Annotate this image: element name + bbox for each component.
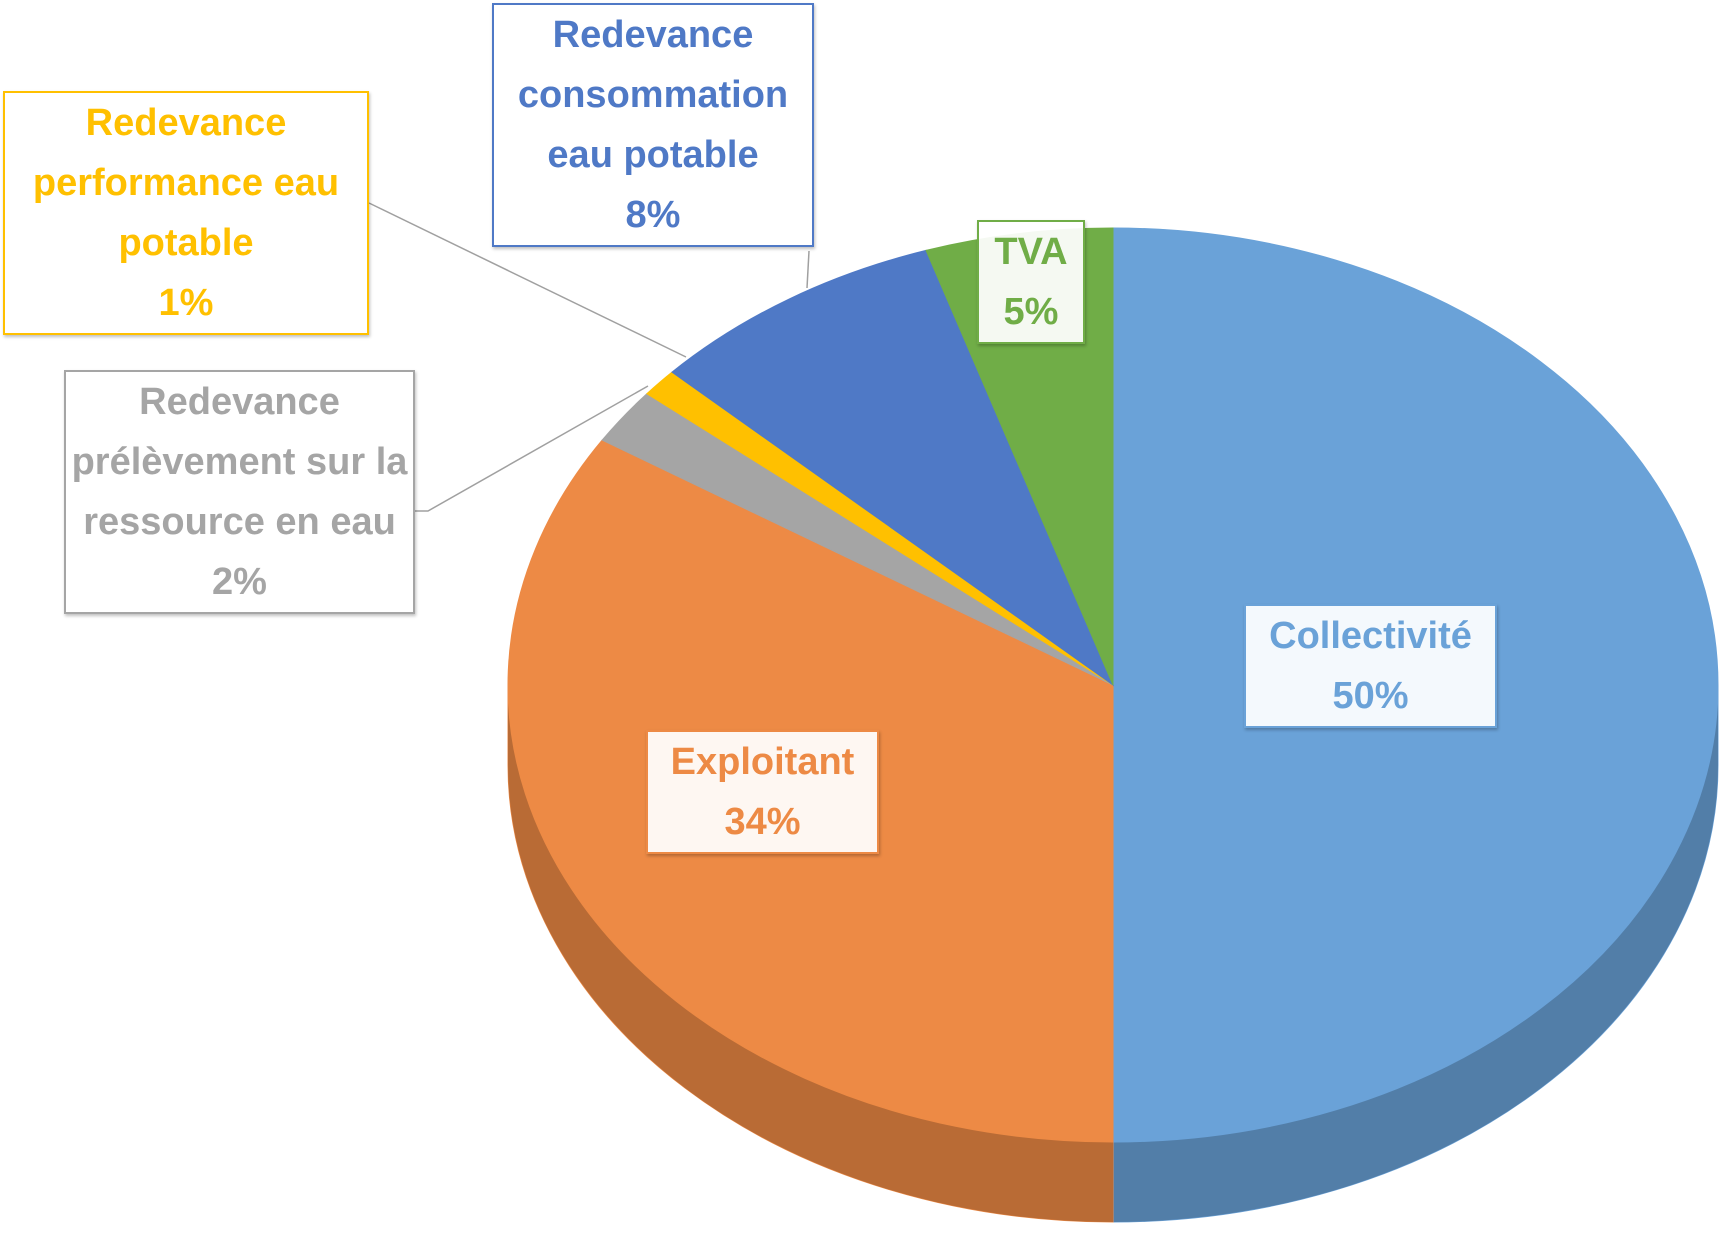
value-label: 50% <box>1332 675 1409 717</box>
leader-line <box>415 385 649 512</box>
value-label: 34% <box>724 801 801 843</box>
category-label: Collectivité <box>1269 615 1472 657</box>
value-label: 8% <box>625 194 681 236</box>
data-label: Exploitant 34% <box>646 730 879 854</box>
slice-side-shade <box>508 685 1113 1222</box>
category-label: TVA <box>994 231 1068 273</box>
category-label: Redevance performance eau potable <box>32 102 340 264</box>
value-label: 1% <box>158 282 214 324</box>
category-label: Redevance prélèvement sur la ressource e… <box>71 381 408 543</box>
data-label: Redevance performance eau potable 1% <box>3 91 369 335</box>
leader-line <box>368 202 687 358</box>
data-label: Redevance consommation eau potable 8% <box>492 3 814 247</box>
pie-sides <box>507 684 1719 1223</box>
value-label: 5% <box>1003 291 1059 333</box>
slice-side-shade <box>1113 685 1718 1222</box>
pie-tops <box>507 227 1719 1143</box>
category-label: Redevance consommation eau potable <box>517 14 789 176</box>
data-label: Redevance prélèvement sur la ressource e… <box>64 370 415 614</box>
data-label: TVA 5% <box>977 220 1085 344</box>
leader-line <box>806 250 810 289</box>
category-label: Exploitant <box>670 741 855 783</box>
slice <box>671 249 1115 687</box>
data-label: Collectivité 50% <box>1244 604 1497 728</box>
value-label: 2% <box>212 561 267 603</box>
